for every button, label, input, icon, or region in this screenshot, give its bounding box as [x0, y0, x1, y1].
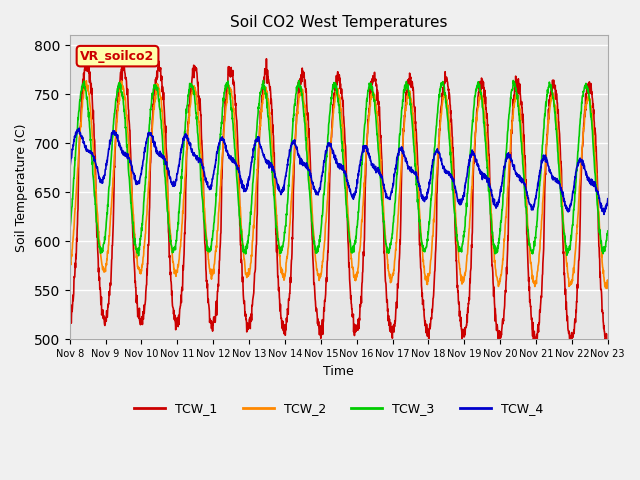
- TCW_4: [328, 145, 335, 151]
- Legend: TCW_1, TCW_2, TCW_3, TCW_4: TCW_1, TCW_2, TCW_3, TCW_4: [129, 397, 548, 420]
- TCW_1: [490, 293, 497, 299]
- TCW_3: [93, 223, 101, 228]
- Text: VR_soilco2: VR_soilco2: [81, 49, 155, 63]
- TCW_4: [588, 179, 596, 185]
- TCW_4: [76, 125, 83, 131]
- Y-axis label: Soil Temperature (C): Soil Temperature (C): [15, 123, 28, 252]
- TCW_1: [93, 230, 101, 236]
- TCW_2: [588, 115, 596, 120]
- TCW_4: [604, 196, 612, 202]
- TCW_2: [603, 286, 611, 291]
- Line: TCW_4: TCW_4: [70, 128, 608, 215]
- TCW_1: [604, 338, 612, 344]
- TCW_1: [262, 56, 270, 62]
- TCW_2: [83, 78, 90, 84]
- Line: TCW_1: TCW_1: [70, 59, 608, 348]
- TCW_3: [589, 134, 596, 140]
- TCW_3: [66, 229, 74, 235]
- TCW_4: [66, 165, 74, 170]
- TCW_4: [589, 182, 596, 188]
- TCW_3: [260, 78, 268, 84]
- TCW_1: [589, 96, 596, 101]
- TCW_4: [93, 164, 101, 170]
- TCW_4: [314, 191, 321, 197]
- TCW_1: [314, 314, 321, 320]
- TCW_2: [490, 246, 497, 252]
- TCW_1: [328, 134, 335, 140]
- TCW_3: [490, 241, 498, 247]
- TCW_3: [314, 245, 321, 251]
- TCW_2: [314, 268, 321, 274]
- TCW_4: [600, 212, 608, 217]
- TCW_2: [328, 131, 335, 137]
- TCW_1: [604, 345, 611, 351]
- TCW_3: [589, 128, 596, 133]
- TCW_1: [588, 94, 596, 100]
- TCW_2: [93, 210, 101, 216]
- Title: Soil CO2 West Temperatures: Soil CO2 West Temperatures: [230, 15, 447, 30]
- TCW_2: [589, 120, 596, 126]
- TCW_4: [490, 202, 497, 207]
- Line: TCW_3: TCW_3: [70, 81, 608, 256]
- TCW_2: [604, 280, 612, 286]
- TCW_3: [328, 93, 335, 98]
- TCW_3: [135, 253, 143, 259]
- TCW_1: [66, 321, 74, 326]
- Line: TCW_2: TCW_2: [70, 81, 608, 288]
- X-axis label: Time: Time: [323, 365, 354, 378]
- TCW_2: [66, 268, 74, 274]
- TCW_3: [604, 228, 612, 234]
